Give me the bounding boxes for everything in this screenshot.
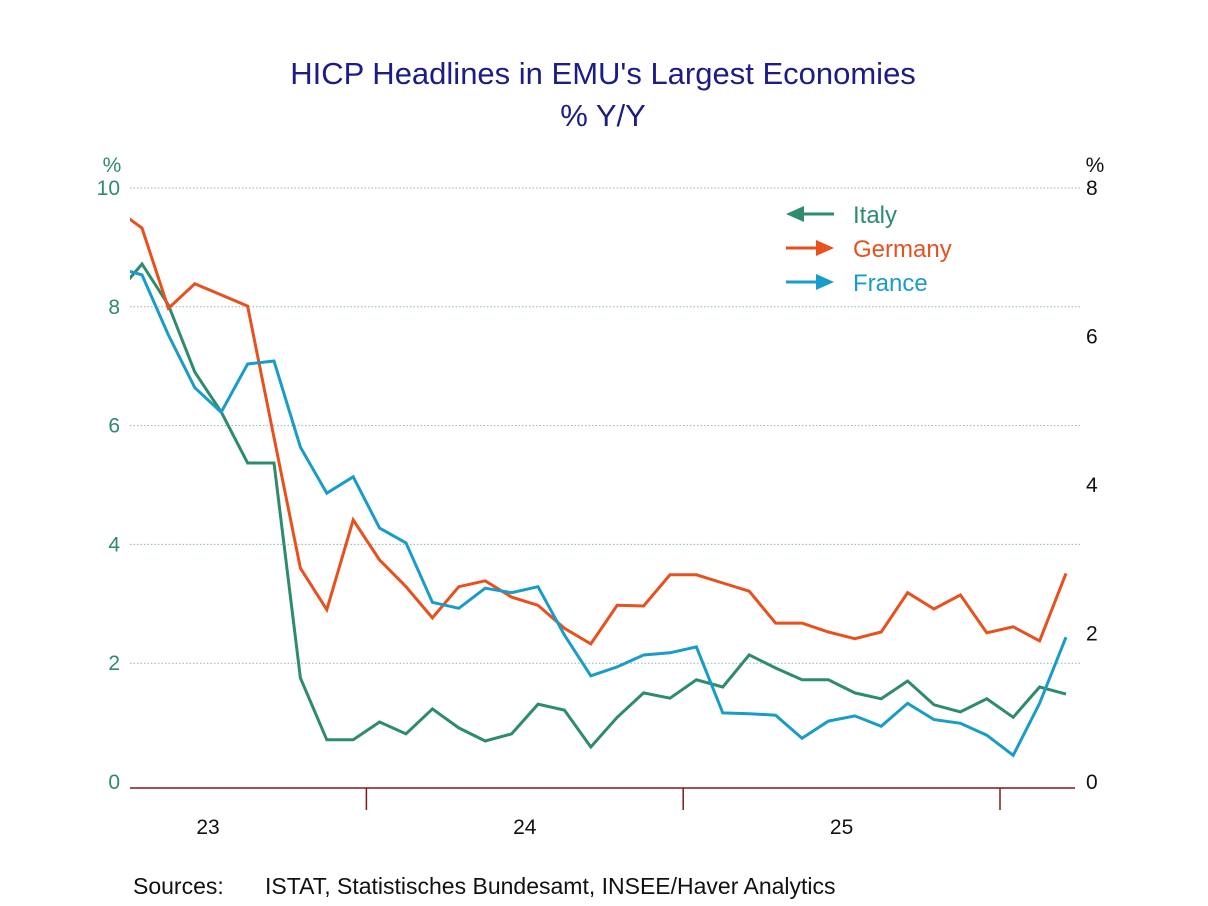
x-tick-label: 24	[513, 816, 537, 839]
left-tick-label: 6	[108, 415, 120, 438]
legend-label: France	[853, 270, 928, 297]
right-tick-label: 2	[1086, 623, 1098, 646]
chart-title: HICP Headlines in EMU's Largest Economie…	[290, 56, 916, 91]
x-tick-label: 25	[830, 816, 853, 839]
right-tick-label: 0	[1086, 771, 1098, 794]
left-tick-label: 0	[108, 771, 120, 794]
right-axis-ticks: 0 2 4 6 8	[1086, 177, 1098, 794]
sources-text: ISTAT, Statistisches Bundesamt, INSEE/Ha…	[265, 873, 836, 899]
series-line-italy	[130, 261, 1067, 750]
left-tick-label: 10	[97, 177, 120, 200]
right-tick-label: 6	[1086, 326, 1098, 349]
legend-item-italy: Italy	[786, 202, 897, 229]
x-axis: 23 24 25	[130, 787, 1075, 839]
series-line-france	[130, 269, 1068, 758]
series-lines	[130, 217, 1068, 758]
arrow-right-icon	[816, 240, 834, 256]
right-tick-label: 8	[1086, 177, 1098, 200]
legend-item-france: France	[786, 270, 928, 297]
arrow-right-icon	[816, 274, 834, 290]
legend-label: Germany	[853, 236, 952, 263]
left-axis-ticks: 0 2 4 6 8 10	[97, 177, 121, 794]
right-axis-unit: %	[1086, 154, 1105, 177]
series-line-germany	[130, 217, 1068, 646]
legend: Italy Germany France	[786, 202, 952, 297]
x-tick-label: 23	[196, 816, 219, 839]
chart-subtitle: % Y/Y	[560, 98, 646, 133]
legend-item-germany: Germany	[786, 236, 952, 263]
arrow-left-icon	[786, 206, 804, 222]
sources-label: Sources:	[133, 873, 224, 899]
left-axis-unit: %	[103, 154, 122, 177]
gridlines	[130, 187, 1080, 664]
right-tick-label: 4	[1086, 474, 1098, 497]
left-tick-label: 8	[108, 296, 120, 319]
left-tick-label: 2	[108, 652, 120, 675]
left-tick-label: 4	[108, 533, 120, 556]
legend-label: Italy	[853, 202, 897, 229]
